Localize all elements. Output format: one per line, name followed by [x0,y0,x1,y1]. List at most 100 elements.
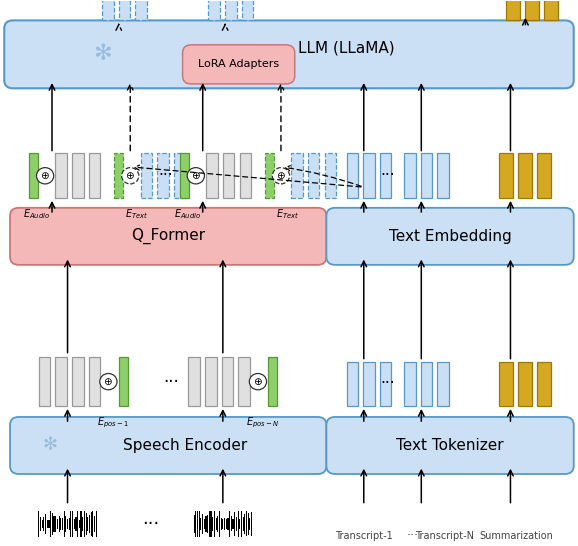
Circle shape [249,373,266,390]
Bar [347,361,358,406]
Bar [232,519,234,529]
Bar [223,153,234,198]
Bar [421,361,432,406]
Bar [195,512,197,537]
Text: $E_{Audio}$: $E_{Audio}$ [23,207,50,221]
Bar [265,153,274,198]
Bar [52,513,53,535]
Text: Transcript-1: Transcript-1 [335,531,392,541]
Bar [29,153,38,198]
Bar [224,518,225,530]
Bar [102,0,113,20]
Bar [537,361,551,406]
Bar [363,153,375,198]
Circle shape [272,168,290,184]
Text: LoRA Adapters: LoRA Adapters [198,60,279,69]
Bar [216,518,217,530]
Bar [72,511,73,537]
Bar [207,515,208,533]
Bar [438,153,449,198]
Text: $\oplus$: $\oplus$ [191,170,201,181]
Bar [325,153,336,198]
Bar [231,517,232,531]
Bar [212,517,213,531]
Bar [537,153,551,198]
Bar [244,514,246,534]
Bar [225,519,227,529]
Bar [180,153,189,198]
Bar [89,153,101,198]
Bar [241,511,242,537]
Bar [518,361,532,406]
Bar [89,357,101,406]
Bar [203,519,205,529]
Bar [506,0,520,20]
Text: Text Tokenizer: Text Tokenizer [397,438,504,453]
Bar [72,357,84,406]
Bar [499,153,513,198]
Bar [223,519,224,529]
Bar [47,520,48,528]
Bar [49,520,50,528]
Bar [205,516,206,532]
Text: $E_{Text}$: $E_{Text}$ [276,207,299,221]
Bar [114,153,123,198]
Bar [77,511,78,537]
Bar [205,357,217,406]
Bar [247,513,249,536]
Bar [238,357,250,406]
Bar [38,511,39,537]
Bar [239,519,240,529]
Bar [53,516,54,532]
FancyBboxPatch shape [327,417,574,474]
Text: $E_{pos-N}$: $E_{pos-N}$ [246,416,279,430]
Text: $\oplus$: $\oplus$ [253,376,263,387]
Bar [92,511,94,537]
Bar [209,511,210,537]
Circle shape [121,168,139,184]
Bar [239,153,251,198]
Bar [118,357,128,406]
FancyBboxPatch shape [10,417,327,474]
Bar [197,511,198,537]
Bar [268,357,277,406]
Bar [45,514,46,533]
Bar [55,515,56,532]
Bar [80,511,81,537]
Text: Q_Former: Q_Former [131,228,205,245]
Bar [55,357,67,406]
Bar [58,517,60,531]
Text: $E_{Text}$: $E_{Text}$ [125,207,149,221]
Bar [71,511,72,537]
Bar [65,516,66,532]
Bar [214,511,215,537]
Bar [438,361,449,406]
Bar [242,0,253,20]
Bar [135,0,147,20]
Bar [234,512,235,536]
Bar [380,361,391,406]
Bar [64,511,65,537]
Bar [194,515,195,533]
Text: ···: ··· [158,168,173,183]
Text: ✻: ✻ [43,436,58,454]
Bar [404,153,416,198]
Text: Text Embedding: Text Embedding [388,229,512,244]
Bar [221,518,222,530]
Text: ···: ··· [163,372,179,390]
Bar [209,0,220,20]
Bar [50,511,51,537]
Bar [199,511,200,537]
Bar [499,361,513,406]
Bar [291,153,303,198]
Text: ···: ··· [381,168,395,183]
Text: ···: ··· [142,515,160,533]
Bar [227,518,228,530]
Bar [229,511,230,537]
Bar [157,153,169,198]
Text: $\oplus$: $\oplus$ [103,376,113,387]
Bar [525,0,539,20]
Bar [246,512,247,536]
Bar [421,153,432,198]
Bar [62,518,63,530]
